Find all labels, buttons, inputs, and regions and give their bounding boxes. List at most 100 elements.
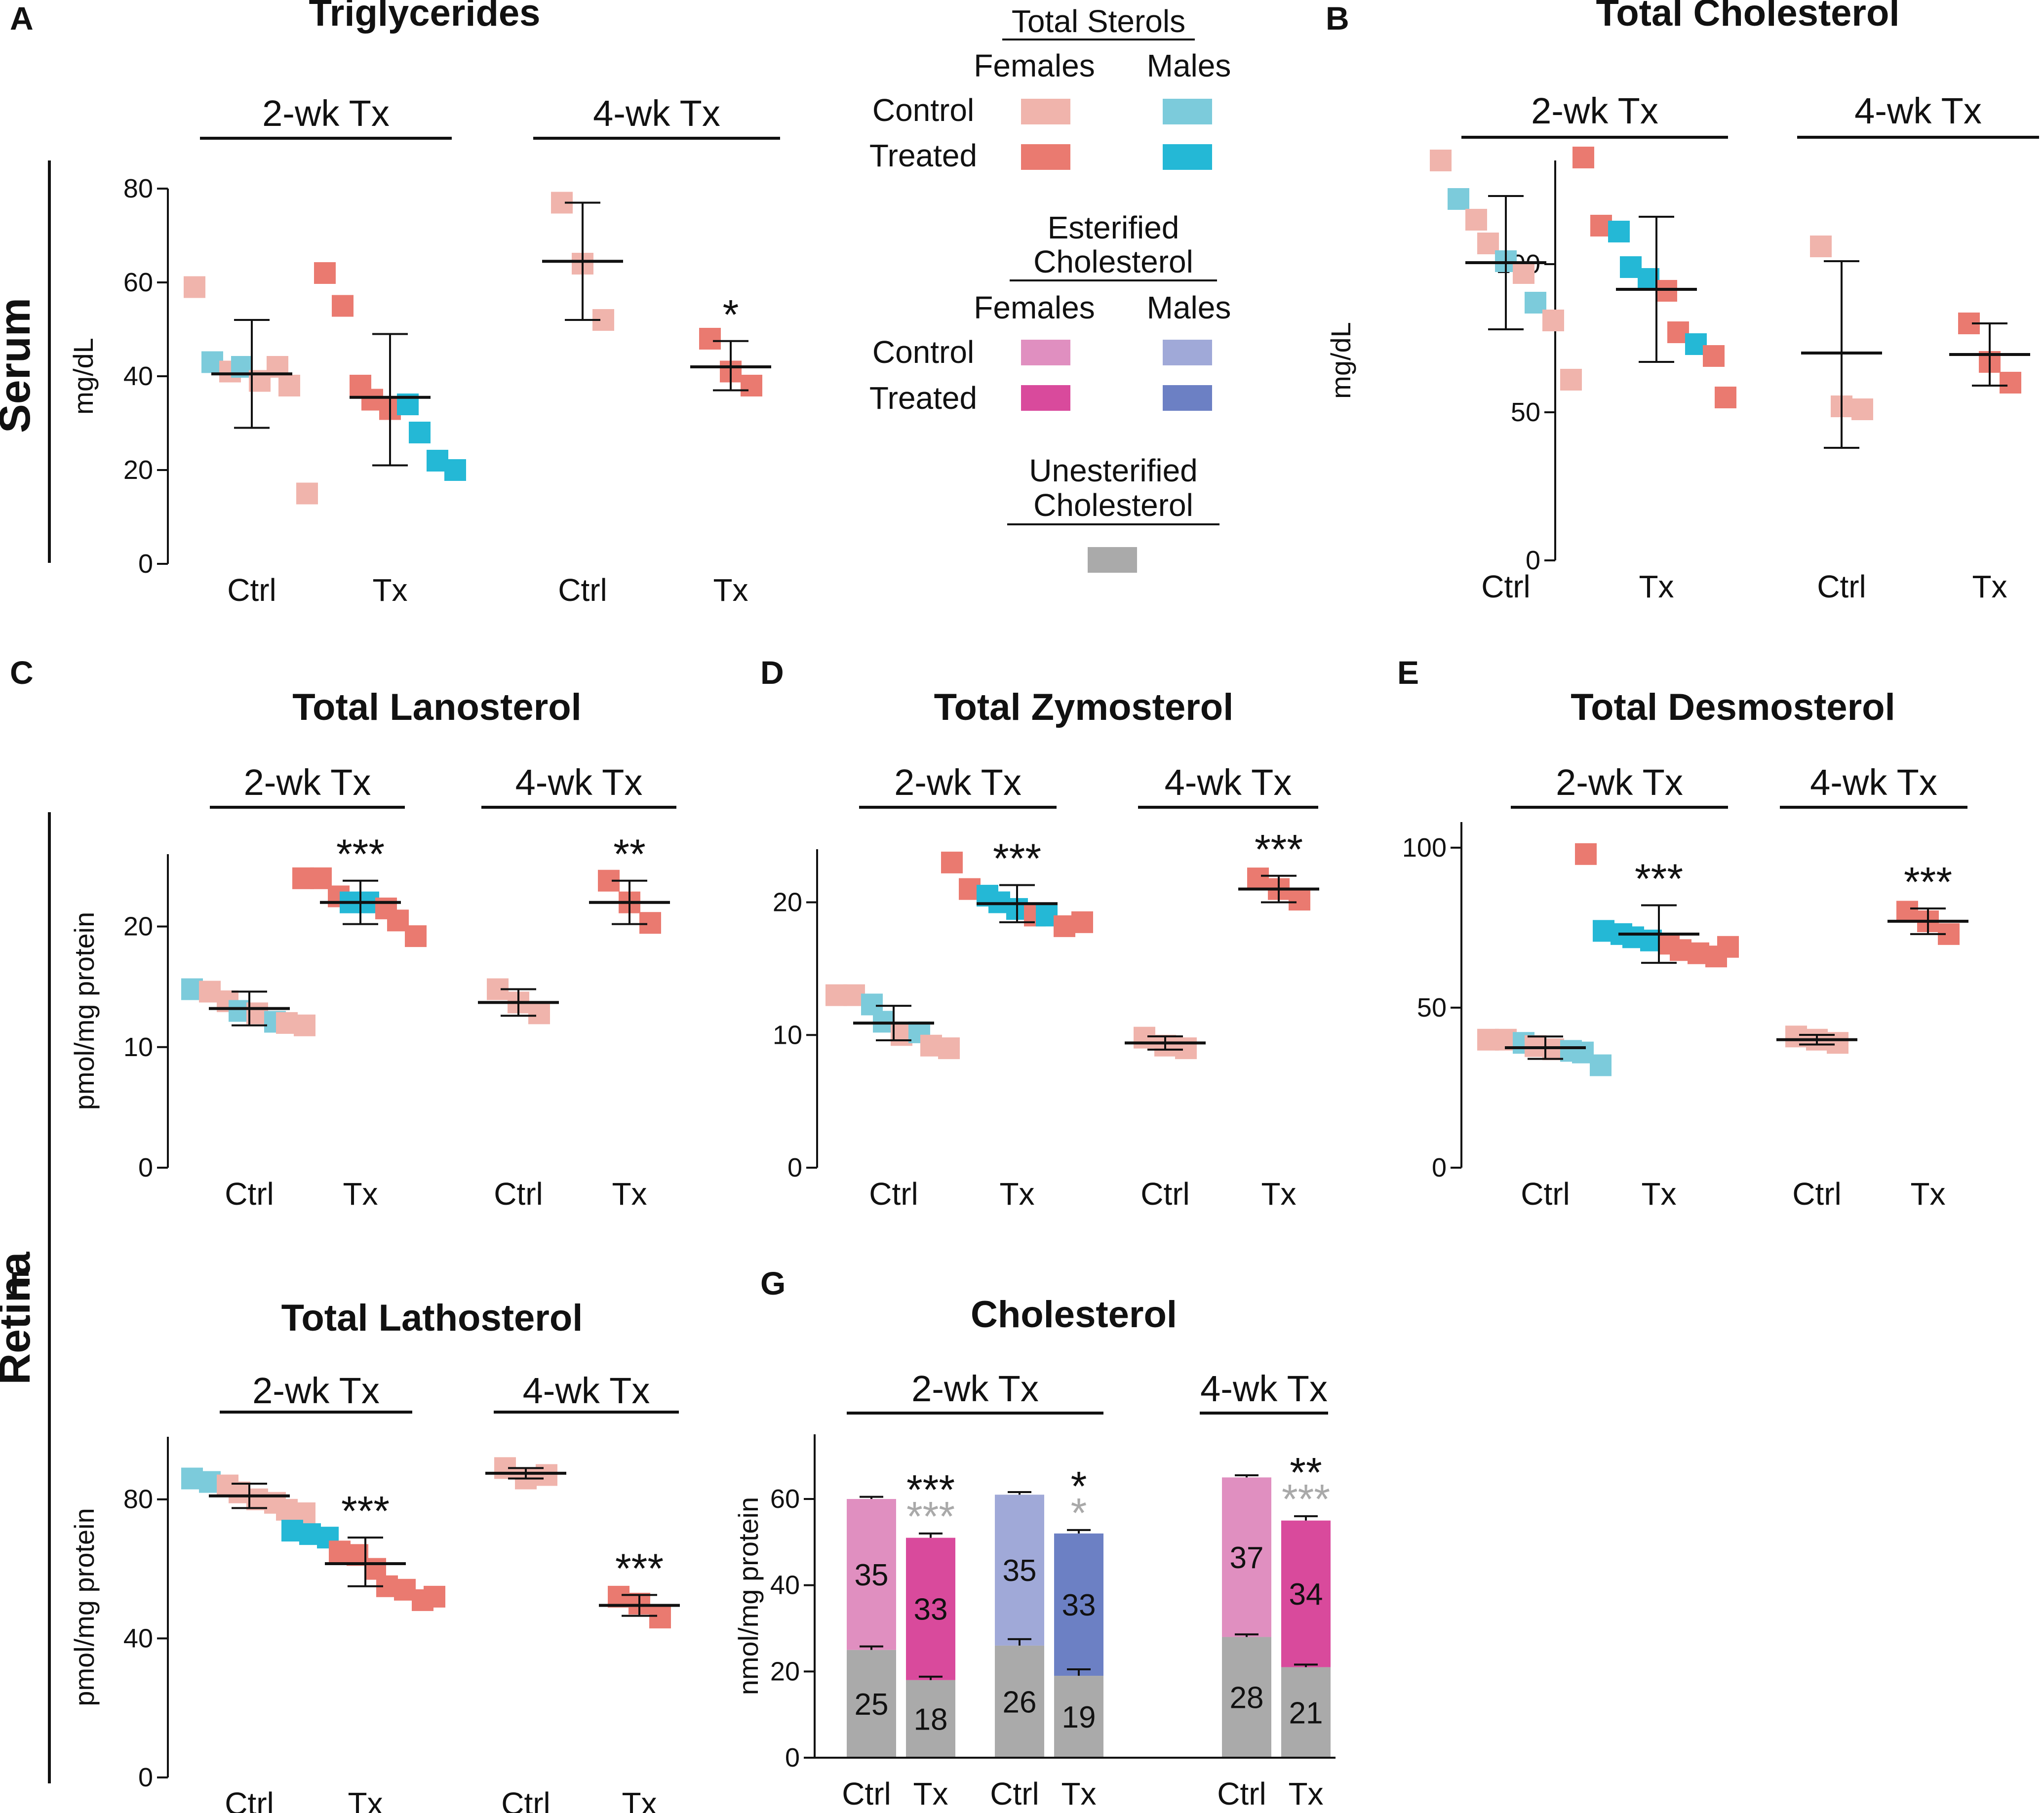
panel-b-point-s1-0: [1572, 147, 1594, 168]
panel-b-point-s3-2: [2000, 372, 2021, 394]
legend-col-male-2: Males: [1147, 290, 1231, 325]
panel-g-sig-black-3: *: [1071, 1463, 1087, 1509]
panel-f-sig-1: ***: [341, 1488, 390, 1534]
panel-b-point-s0-7: [1542, 310, 1564, 331]
panel-a-point-s1-1: [332, 295, 354, 317]
panel-f-point-s3-2: [649, 1607, 671, 1629]
panel-b-group-label-2: 4-wk Tx: [1854, 90, 1982, 131]
panel-c-point-s1-7: [405, 925, 427, 947]
panel-a-group-label-2: 4-wk Tx: [593, 93, 720, 134]
panel-f-xcat-0: Ctrl: [225, 1786, 274, 1813]
panel-a-point-s1-6: [409, 422, 431, 443]
panel-a-point-s0-0: [184, 276, 205, 298]
panel-d-sig-3: ***: [1255, 826, 1303, 872]
panel-e-title: Total Desmosterol: [1571, 686, 1895, 728]
panel-g-bar-unest-value-4: 28: [1230, 1681, 1264, 1715]
panel-a-point-s1-0: [314, 262, 336, 284]
panel-a-point-s0-6: [278, 375, 300, 396]
panel-g-ytick-label-0: 0: [785, 1743, 800, 1773]
panel-g-bar-est-2: [995, 1495, 1044, 1646]
panel-e-label: E: [1397, 654, 1419, 691]
panel-a-xcat-0: Ctrl: [227, 572, 276, 608]
panel-c-xcat-0: Ctrl: [225, 1176, 274, 1212]
panel-g-bar-unest-value-0: 25: [855, 1688, 889, 1722]
panel-e-xcat-2: Ctrl: [1792, 1176, 1842, 1212]
panel-e-sig-1: ***: [1635, 856, 1683, 902]
panel-a-ytick-label-3: 60: [123, 268, 153, 297]
panel-f-title: Total Lathosterol: [281, 1297, 583, 1339]
section-label-retina: Retina: [0, 1251, 39, 1384]
panel-d-ytick-label-2: 20: [773, 888, 802, 917]
panel-b-point-s0-0: [1430, 150, 1452, 171]
panel-c-group-label-1: 2-wk Tx: [244, 762, 371, 803]
panel-g-group-label-2: 4-wk Tx: [1200, 1368, 1328, 1409]
panel-g-bar-est-5: [1281, 1520, 1331, 1667]
panel-a-title: Triglycerides: [309, 0, 541, 34]
panel-b-label: B: [1326, 0, 1349, 37]
panel-c-point-s2-2: [528, 1002, 550, 1025]
panel-d-xcat-2: Ctrl: [1140, 1176, 1190, 1212]
panel-b-group-label-1: 2-wk Tx: [1531, 90, 1658, 131]
panel-g-sig-black-1: ***: [906, 1466, 955, 1513]
panel-g-ylabel: nmol/mg protein: [733, 1497, 764, 1695]
panel-a-point-s0-7: [296, 482, 318, 505]
panel-g-bar-est-value-3: 33: [1062, 1588, 1096, 1622]
legend-swatch-est-female-ctrl: [1021, 340, 1070, 365]
panel-g-sig-grey-5: ***: [1282, 1476, 1330, 1522]
panel-b-ytick-label-1: 50: [1511, 397, 1540, 427]
panel-g-bar-unest-1: [906, 1680, 955, 1758]
panel-f-xcat-3: Tx: [622, 1786, 657, 1813]
panel-g-sig-grey-1: ***: [906, 1493, 955, 1539]
panel-f-group-label-2: 4-wk Tx: [523, 1370, 650, 1411]
panel-f-ylabel: pmol/mg protein: [69, 1508, 100, 1706]
panel-f-ytick-label-1: 40: [123, 1623, 153, 1653]
panel-d-xcat-3: Tx: [1261, 1176, 1296, 1212]
panel-d-point-s3-0: [1247, 867, 1269, 890]
legend-row-control-1: Control: [872, 92, 974, 128]
panel-a-xcat-1: Tx: [372, 572, 407, 608]
panel-d-ytick-label-0: 0: [787, 1153, 802, 1182]
panel-e-point-s3-0: [1896, 901, 1918, 923]
panel-b-xcat-2: Ctrl: [1817, 569, 1866, 604]
panel-f-sig-3: ***: [615, 1545, 664, 1591]
legend-swatch-male-ctrl: [1163, 99, 1212, 124]
panel-b-point-s0-1: [1448, 188, 1469, 210]
panel-a-ylabel: mg/dL: [68, 338, 99, 415]
panel-d-point-s1-8: [1071, 911, 1093, 933]
panel-a-xcat-3: Tx: [713, 572, 748, 608]
legend-swatch-est-male-ctrl: [1163, 340, 1212, 365]
panel-g-label: G: [760, 1265, 786, 1301]
panel-e-ytick-label-1: 50: [1417, 993, 1447, 1023]
panel-a-label: A: [10, 0, 34, 37]
panel-c-ytick-label-0: 0: [138, 1153, 153, 1182]
panel-e-group-label-2: 4-wk Tx: [1810, 762, 1937, 803]
panel-f-ytick-label-0: 0: [138, 1763, 153, 1792]
panel-a-point-s3-0: [699, 328, 721, 350]
panel-c-sig-1: ***: [336, 831, 385, 877]
panel-g-bar-unest-value-3: 19: [1062, 1700, 1096, 1734]
panel-g-bar-est-value-5: 34: [1289, 1577, 1323, 1612]
panel-b-point-s2-2: [1851, 398, 1873, 420]
panel-g-xcat-3: Tx: [1061, 1776, 1096, 1812]
panel-e-point-s1-0: [1575, 843, 1597, 865]
panel-g-title: Cholesterol: [971, 1294, 1177, 1336]
panel-g-bar-est-4: [1222, 1477, 1271, 1637]
panel-g-bar-unest-value-2: 26: [1003, 1685, 1037, 1719]
panel-d-title: Total Zymosterol: [934, 686, 1234, 728]
panel-g-bar-est-0: [847, 1499, 896, 1650]
legend-swatch-unest: [1088, 547, 1137, 573]
panel-e-point-s1-9: [1717, 936, 1739, 958]
panel-g-bar-unest-value-1: 18: [914, 1702, 948, 1736]
panel-f-point-s1-9: [424, 1585, 445, 1608]
panel-a-point-s3-2: [741, 375, 762, 396]
panel-a-sig-3: *: [723, 291, 739, 338]
legend-unest-title-1: Unesterified: [1029, 453, 1198, 488]
panel-g-bar-est-value-2: 35: [1003, 1554, 1037, 1588]
panel-d-xcat-0: Ctrl: [869, 1176, 918, 1212]
panel-b-xcat-3: Tx: [1972, 569, 2007, 604]
panel-b-ytick-label-0: 0: [1526, 546, 1540, 575]
panel-e-point-s0-7: [1590, 1054, 1612, 1076]
legend-col-male-1: Males: [1147, 48, 1231, 83]
panel-b-point-s1-2: [1608, 221, 1630, 242]
panel-g-bar-unest-value-5: 21: [1289, 1696, 1323, 1730]
